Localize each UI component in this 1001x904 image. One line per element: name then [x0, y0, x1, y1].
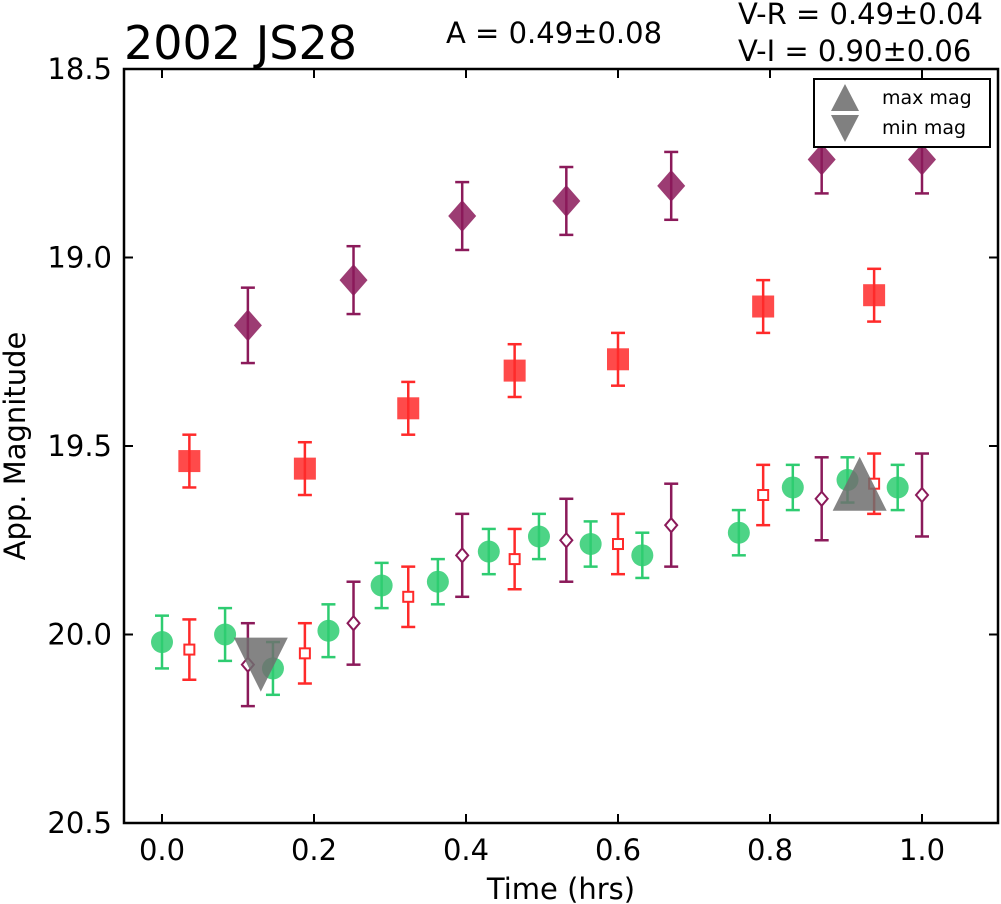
data-point [814, 490, 829, 508]
data-point [454, 546, 470, 564]
data-point [727, 521, 750, 544]
data-point [183, 643, 196, 656]
data-point [317, 619, 340, 642]
data-point [397, 397, 420, 420]
max-mag-marker [832, 456, 887, 511]
legend-max-marker-icon [831, 84, 859, 111]
data-marks [151, 124, 936, 708]
data-point [914, 486, 930, 504]
x-tick-label: 0.2 [291, 833, 337, 867]
vi-color-annotation: V-I = 0.90±0.06 [738, 34, 971, 68]
data-point [657, 169, 686, 202]
data-point [402, 590, 415, 603]
data-point [346, 614, 361, 632]
data-point [807, 143, 836, 176]
y-tick-label: 19.0 [47, 241, 112, 275]
data-point [612, 538, 624, 551]
x-tick-label: 0.4 [443, 833, 489, 867]
data-point [781, 476, 804, 499]
legend-min-label: min mag [882, 117, 966, 139]
legend: max mag min mag [813, 78, 991, 148]
min-mag-marker [233, 637, 288, 692]
data-point [178, 450, 201, 473]
y-axis-ticks: 18.5 19.0 19.5 20.0 20.5 [47, 52, 998, 840]
chart-title: 2002 JS28 [124, 16, 357, 70]
data-point [863, 284, 886, 307]
data-point [151, 631, 173, 654]
x-tick-label: 0.8 [747, 833, 793, 867]
y-tick-label: 18.5 [47, 52, 112, 86]
data-point [559, 531, 574, 549]
data-point [757, 489, 770, 502]
data-point [298, 647, 311, 660]
data-point [293, 457, 316, 480]
amplitude-annotation: A = 0.49±0.08 [446, 16, 662, 50]
extrema-markers [233, 456, 887, 692]
y-tick-label: 19.5 [47, 429, 112, 463]
y-axis-label: App. Magnitude [0, 332, 32, 561]
data-point [339, 264, 368, 297]
data-point [370, 574, 393, 597]
x-tick-label: 0.0 [139, 833, 185, 867]
data-point [448, 200, 477, 233]
x-axis-label: Time (hrs) [486, 872, 635, 904]
data-point [908, 143, 936, 176]
data-point [607, 348, 629, 371]
x-tick-label: 0.6 [595, 833, 641, 867]
data-point [886, 476, 909, 499]
data-point [752, 295, 775, 318]
data-point [503, 359, 526, 382]
data-point [552, 184, 581, 217]
data-point [426, 570, 449, 593]
legend-max-label: max mag [882, 87, 972, 109]
plot-frame [122, 67, 1000, 825]
data-point [477, 540, 500, 563]
data-point [631, 544, 654, 567]
y-tick-label: 20.5 [47, 806, 112, 840]
vr-color-annotation: V-R = 0.49±0.04 [738, 0, 983, 31]
data-point [233, 309, 262, 342]
data-point [214, 623, 237, 646]
data-point [508, 553, 521, 566]
legend-min-marker-icon [831, 115, 859, 142]
data-point [527, 525, 550, 548]
x-axis-ticks: 0.0 0.2 0.4 0.6 0.8 1.0 [139, 69, 945, 867]
y-tick-label: 20.0 [47, 618, 112, 652]
x-tick-label: 1.0 [899, 833, 945, 867]
data-point [579, 533, 602, 556]
data-point [663, 516, 679, 534]
